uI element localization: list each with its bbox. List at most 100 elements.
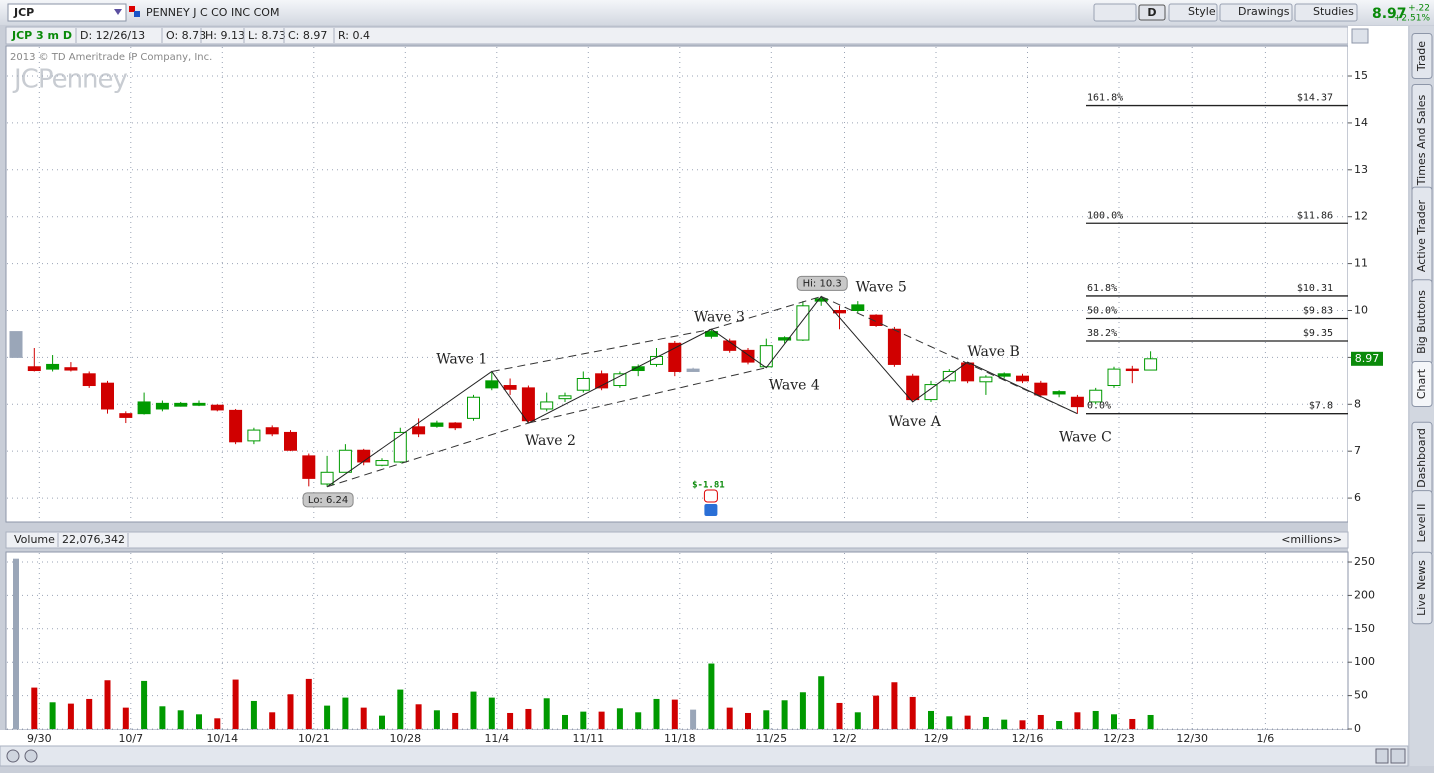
x-axis-area: [0, 730, 1408, 746]
symbol[interactable]: JCP: [13, 6, 34, 19]
candle-body: [375, 460, 389, 466]
style-label[interactable]: Style: [1188, 5, 1216, 18]
info-item: L: 8.73: [248, 29, 286, 42]
candle-body: [1144, 358, 1158, 371]
volume-bar: [507, 712, 514, 729]
volume-bar: [67, 703, 74, 729]
volume-bar: [232, 679, 239, 729]
tool-button[interactable]: [1093, 3, 1137, 22]
x-tick-label: 12/9: [924, 732, 949, 745]
candle-body: [46, 363, 60, 370]
volume-bar: [525, 708, 532, 729]
volume-bar: [324, 705, 331, 729]
volume-bar: [452, 712, 459, 729]
last-price-label: 8.97: [1355, 352, 1380, 365]
fib-pct: 50.0%: [1087, 305, 1117, 316]
volume-bar: [671, 699, 678, 729]
studies-label[interactable]: Studies: [1313, 5, 1354, 18]
volume-bar: [1001, 719, 1008, 729]
volume-bar: [379, 715, 385, 729]
info-item: C: 8.97: [288, 29, 327, 42]
volume-bar: [141, 680, 148, 729]
period-button[interactable]: [1138, 4, 1166, 21]
side-tab-label[interactable]: Times And Sales: [1415, 95, 1428, 187]
volume-bar: [488, 697, 495, 729]
volume-bar: [873, 695, 880, 729]
y-tick-label: 150: [1354, 622, 1375, 635]
candle-body: [540, 401, 554, 410]
candle-body: [997, 373, 1011, 377]
volume-bar: [818, 676, 825, 729]
candle-body: [82, 373, 96, 387]
event-icon[interactable]: [704, 504, 718, 516]
volume-bar: [946, 716, 953, 729]
watermark: 2013 © TD Ameritrade IP Company, Inc.: [10, 52, 212, 63]
expand[interactable]: [1390, 748, 1406, 764]
volume-bar: [909, 696, 916, 729]
fib-pct: 100.0%: [1087, 210, 1123, 221]
side-tab-label[interactable]: Dashboard: [1415, 428, 1428, 488]
volume-bar: [1074, 712, 1081, 729]
y-tick-label: 7: [1354, 444, 1361, 457]
volume-bar: [1037, 714, 1044, 729]
side-tab-label[interactable]: Live News: [1415, 560, 1428, 616]
volume-bar: [1129, 718, 1136, 729]
volume-bar: [781, 700, 788, 729]
candle-body: [284, 431, 297, 451]
side-tab-label[interactable]: Active Trader: [1415, 199, 1428, 272]
volume-bar: [982, 716, 989, 729]
candle-body: [393, 431, 407, 463]
side-tab[interactable]: [1411, 33, 1433, 79]
candle-body: [137, 401, 151, 415]
studies-button[interactable]: [1294, 3, 1358, 22]
candle-body: [887, 328, 901, 365]
fib-pct: 61.8%: [1087, 283, 1117, 294]
extreme-label: Hi: 10.3: [803, 278, 842, 289]
info-item: O: 8.73: [166, 29, 206, 42]
candle-body: [814, 298, 828, 302]
side-tab-label[interactable]: Big Buttons: [1415, 290, 1428, 354]
zoom-in[interactable]: [24, 749, 38, 763]
y-tick-label: 8: [1354, 397, 1361, 410]
zoom-out[interactable]: [6, 749, 20, 763]
x-tick-label: 12/2: [832, 732, 857, 745]
side-tab-label[interactable]: Level II: [1415, 503, 1428, 542]
drawings-button[interactable]: [1219, 3, 1293, 22]
fib-price: $9.35: [1303, 328, 1333, 339]
volume-bar: [1147, 714, 1154, 729]
volume-bar: [745, 712, 751, 729]
channel-line: [820, 295, 1078, 415]
candle-body: [558, 395, 572, 400]
last-price: 8.97: [1372, 6, 1407, 22]
period-label[interactable]: D: [1147, 6, 1156, 19]
volume-total: 22,076,342: [62, 533, 125, 546]
side-tab[interactable]: [1411, 361, 1433, 407]
panel-button[interactable]: [1351, 28, 1369, 44]
scroll-right[interactable]: [1375, 748, 1389, 764]
candle-body: [265, 427, 279, 435]
icon: [129, 6, 135, 12]
fib-price: $7.8: [1309, 401, 1333, 412]
x-tick-label: 1/6: [1257, 732, 1275, 745]
style-button[interactable]: [1168, 3, 1218, 22]
candle-body: [521, 387, 535, 422]
side-tab-label[interactable]: Chart: [1415, 368, 1428, 399]
candle-body: [467, 396, 480, 419]
side-tab-label[interactable]: Trade: [1415, 41, 1428, 72]
scroll-bar[interactable]: [0, 745, 1409, 767]
y-tick-label: 15: [1354, 69, 1368, 82]
x-tick-label: 10/14: [206, 732, 238, 745]
x-tick-label: 11/11: [572, 732, 604, 745]
volume-bar: [287, 694, 294, 729]
y-tick-label: 0: [1354, 722, 1361, 735]
symbol-box[interactable]: [7, 3, 127, 22]
side-tab[interactable]: [1411, 551, 1433, 625]
y-tick-label: 12: [1354, 210, 1368, 223]
drawings-label[interactable]: Drawings: [1238, 5, 1290, 18]
dropdown-arrow[interactable]: [114, 9, 122, 15]
wave-label: Wave 4: [769, 378, 820, 394]
candle-body: [247, 429, 261, 442]
y-tick-label: 200: [1354, 588, 1375, 601]
candle-body: [27, 366, 41, 372]
x-tick-label: 11/18: [664, 732, 696, 745]
